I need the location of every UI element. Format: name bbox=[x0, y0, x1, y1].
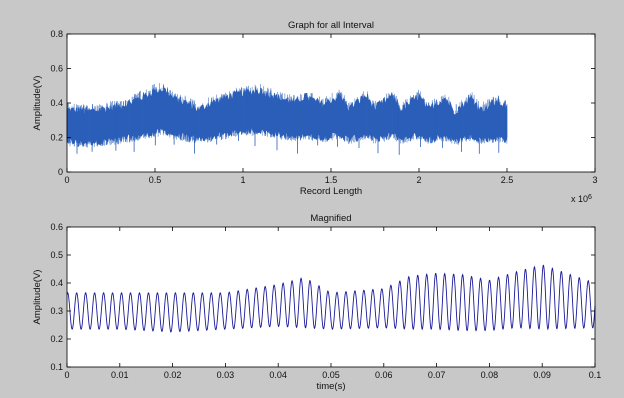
x-tick-label: 1 bbox=[240, 175, 245, 185]
y-tick-label: 0 bbox=[58, 167, 63, 177]
x-tick-label: 0.01 bbox=[111, 370, 129, 380]
chart-2-series-line bbox=[66, 264, 596, 333]
y-tick-label: 0.3 bbox=[50, 306, 63, 316]
chart-2-x-ticks: 0 0.01 0.02 0.03 0.04 0.05 0.06 0.07 0.08 0.09 0.1 bbox=[64, 227, 601, 380]
x-tick-label: 0.05 bbox=[322, 370, 340, 380]
x-tick-label: 2.5 bbox=[501, 175, 514, 185]
chart-1-y-axis-label: Amplitude(V) bbox=[32, 76, 43, 131]
y-tick-label: 0.4 bbox=[50, 278, 63, 288]
y-tick-label: 0.4 bbox=[50, 98, 63, 108]
chart-1-x-multiplier: x 106 bbox=[571, 194, 592, 205]
x-tick-label: 0 bbox=[64, 370, 69, 380]
y-tick-label: 0.1 bbox=[50, 362, 63, 372]
x-tick-label: 0.02 bbox=[164, 370, 182, 380]
x-tick-label: 0 bbox=[64, 175, 69, 185]
chart-2-plot-area bbox=[67, 227, 595, 367]
chart-2-y-ticks: 0.1 0.2 0.3 0.4 0.5 0.6 bbox=[50, 222, 595, 372]
chart-2-y-axis-label: Amplitude(V) bbox=[32, 270, 43, 325]
x-tick-label: 3 bbox=[592, 175, 597, 185]
chart-2-x-axis-label: time(s) bbox=[316, 381, 345, 392]
x-tick-label: 0.09 bbox=[533, 370, 551, 380]
chart-1-y-ticks: 0 0.2 0.4 0.6 0.8 bbox=[50, 29, 595, 177]
x-tick-label: 0.03 bbox=[217, 370, 235, 380]
chart-1-x-multiplier-base: x 10 bbox=[571, 194, 588, 204]
x-tick-label: 0.08 bbox=[481, 370, 499, 380]
chart-1-texture bbox=[66, 83, 508, 148]
x-tick-label: 0.06 bbox=[375, 370, 393, 380]
y-tick-label: 0.8 bbox=[50, 29, 63, 39]
chart-1-x-multiplier-exp: 6 bbox=[588, 194, 592, 201]
chart-1-spikes bbox=[76, 130, 500, 155]
chart-magnified: Magnified 0 0.01 0.02 0.03 0.04 0.05 0.06 0.07 0… bbox=[32, 213, 601, 392]
chart-2-title: Magnified bbox=[310, 213, 351, 224]
y-tick-label: 0.5 bbox=[50, 250, 63, 260]
x-tick-label: 0.07 bbox=[428, 370, 446, 380]
x-tick-label: 2 bbox=[416, 175, 421, 185]
y-tick-label: 0.2 bbox=[50, 133, 63, 143]
chart-1-title: Graph for all Interval bbox=[288, 20, 374, 31]
chart-all-interval: Graph for all Interval 0 0.5 1 1.5 2 2.5 3 0 0.… bbox=[32, 20, 598, 204]
y-tick-label: 0.6 bbox=[50, 222, 63, 232]
y-tick-label: 0.6 bbox=[50, 64, 63, 74]
x-tick-label: 0.04 bbox=[269, 370, 287, 380]
chart-1-data-band bbox=[66, 83, 508, 155]
chart-1-x-ticks: 0 0.5 1 1.5 2 2.5 3 bbox=[64, 34, 598, 185]
x-tick-label: 1.5 bbox=[325, 175, 338, 185]
chart-1-x-axis-label: Record Length bbox=[300, 186, 362, 197]
x-tick-label: 0.1 bbox=[589, 370, 602, 380]
x-tick-label: 0.5 bbox=[149, 175, 162, 185]
y-tick-label: 0.2 bbox=[50, 334, 63, 344]
